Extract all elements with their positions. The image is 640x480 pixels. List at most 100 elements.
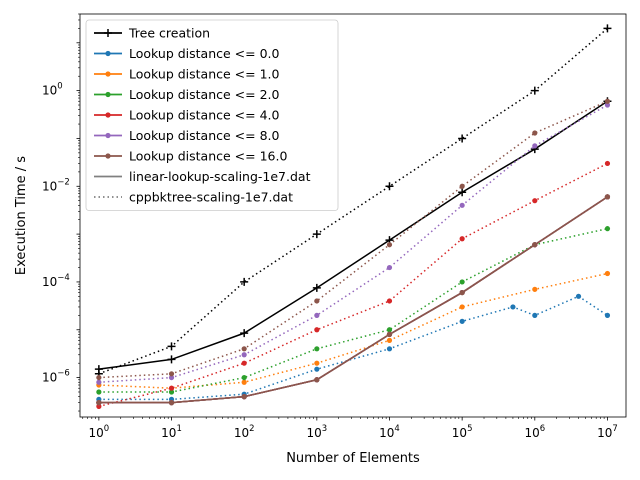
- data-point: [314, 298, 320, 304]
- y-tick-label: 100: [42, 82, 63, 98]
- data-point: [604, 312, 611, 318]
- legend-entry-linear-lookup-scaling-1e7-dat: linear-lookup-scaling-1e7.dat: [94, 169, 311, 184]
- data-point: [532, 312, 538, 318]
- data-point: [314, 346, 320, 352]
- legend-entry-lookup-distance-8-0: Lookup distance <= 8.0: [94, 128, 280, 143]
- x-axis-label: Number of Elements: [286, 451, 420, 466]
- data-point: [168, 385, 175, 391]
- data-point: [167, 342, 176, 351]
- series-lookup-distance-0-0-cppbktree: [96, 293, 611, 403]
- legend-marker: [105, 112, 111, 118]
- data-point: [532, 198, 538, 204]
- legend-entry-lookup-distance-16-0: Lookup distance <= 16.0: [94, 149, 287, 164]
- x-tick-label: 107: [597, 424, 618, 440]
- series-line: [98, 227, 608, 393]
- data-point: [168, 400, 175, 406]
- data-point: [575, 293, 582, 299]
- data-point: [386, 298, 393, 304]
- series-layer: [94, 24, 612, 409]
- legend-marker: [105, 50, 111, 57]
- legend-label: Lookup distance <= 0.0: [129, 46, 280, 61]
- series-lookup-distance-16-0-linear: [96, 194, 611, 406]
- x-tick-label: 101: [161, 424, 182, 440]
- data-point: [168, 371, 175, 377]
- x-tick-label: 106: [524, 424, 545, 440]
- data-point: [604, 160, 611, 167]
- data-point: [530, 86, 539, 95]
- legend-box: [85, 19, 339, 211]
- series-line: [98, 104, 608, 383]
- legend-entry-tree-creation: Tree creation: [94, 26, 210, 41]
- legend-label: Lookup distance <= 8.0: [129, 128, 280, 143]
- y-tick-label: 10−4: [42, 273, 70, 289]
- data-point: [532, 286, 538, 292]
- data-point: [168, 389, 175, 395]
- series-line: [98, 100, 608, 379]
- legend-marker: [105, 91, 111, 98]
- data-point: [314, 327, 320, 333]
- legend-entry-lookup-distance-2-0: Lookup distance <= 2.0: [94, 87, 280, 102]
- series-lookup-distance-4-0-cppbktree: [96, 160, 611, 409]
- y-tick-label: 10−6: [42, 369, 70, 385]
- data-point: [241, 360, 247, 366]
- data-point: [241, 346, 247, 352]
- data-point: [604, 226, 611, 232]
- data-point: [240, 329, 249, 338]
- data-point: [240, 277, 249, 286]
- data-point: [532, 242, 538, 248]
- data-point: [96, 374, 102, 381]
- data-point: [510, 304, 516, 310]
- data-point: [386, 242, 393, 248]
- plot-frame: [79, 13, 627, 418]
- data-point: [386, 346, 393, 352]
- y-axis-label: Execution Time / s: [14, 156, 29, 275]
- legend-label: Lookup distance <= 2.0: [129, 87, 280, 102]
- data-point: [314, 366, 320, 372]
- data-point: [604, 194, 611, 200]
- data-point: [459, 236, 465, 242]
- data-point: [314, 360, 320, 366]
- data-point: [312, 283, 321, 292]
- legend-entry-lookup-distance-0-0: Lookup distance <= 0.0: [94, 46, 280, 61]
- data-point: [168, 374, 175, 381]
- data-point: [458, 134, 467, 143]
- legend-entry-lookup-distance-1-0: Lookup distance <= 1.0: [94, 67, 280, 82]
- data-point: [96, 389, 102, 395]
- legend-marker: [105, 153, 111, 159]
- data-point: [314, 377, 320, 383]
- data-point: [96, 400, 102, 406]
- series-line: [98, 162, 608, 408]
- data-point: [604, 98, 611, 104]
- data-point: [385, 182, 394, 191]
- legend: Tree creation Lookup distance <= 0.0 Looku…: [85, 19, 339, 211]
- series-line: [98, 196, 608, 404]
- x-tick-label: 103: [306, 424, 327, 440]
- data-point: [386, 327, 393, 333]
- legend-entry-lookup-distance-4-0: Lookup distance <= 4.0: [94, 108, 280, 123]
- data-point: [459, 279, 465, 285]
- series-line: [98, 295, 608, 401]
- legend-label: cppbktree-scaling-1e7.dat: [129, 190, 293, 205]
- legend-marker: [104, 29, 112, 37]
- data-point: [603, 24, 612, 33]
- data-point: [532, 130, 538, 136]
- legend-label: linear-lookup-scaling-1e7.dat: [129, 169, 311, 184]
- y-axis: 10−6 10−4 10−2 100: [42, 13, 80, 412]
- data-point: [96, 379, 102, 385]
- data-point: [458, 188, 467, 197]
- data-point: [386, 264, 393, 271]
- data-point: [459, 202, 465, 208]
- series-lookup-distance-2-0-cppbktree: [96, 226, 611, 395]
- data-point: [459, 318, 465, 324]
- x-tick-label: 100: [89, 424, 110, 440]
- x-tick-label: 102: [234, 424, 255, 440]
- data-point: [241, 374, 247, 381]
- data-point: [312, 230, 321, 239]
- data-point: [96, 403, 102, 409]
- series-lookup-distance-16-0-cppbktree: [96, 98, 611, 381]
- data-point: [459, 289, 465, 296]
- x-tick-label: 105: [452, 424, 473, 440]
- legend-marker: [105, 71, 111, 77]
- y-tick-label: 10−2: [42, 177, 70, 193]
